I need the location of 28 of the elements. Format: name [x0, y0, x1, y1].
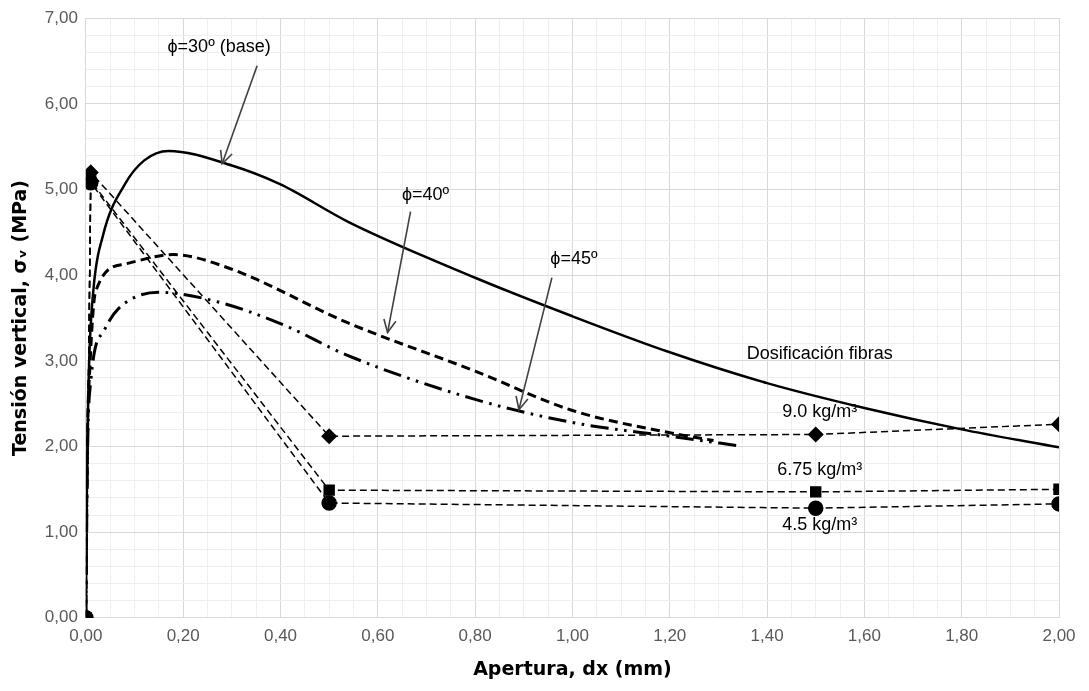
x-tick-label: 1,00 [555, 625, 589, 645]
y-tick-label: 6,00 [44, 93, 78, 113]
x-tick-label: 0,20 [166, 625, 200, 645]
y-tick-label: 5,00 [44, 179, 78, 199]
annotation: ϕ=30º (base) [167, 35, 271, 56]
x-tick-label: 1,80 [945, 625, 979, 645]
x-tick-label: 1,60 [847, 625, 881, 645]
y-tick-label: 2,00 [44, 436, 78, 456]
y-tick-label: 7,00 [44, 7, 78, 27]
legend-title: Dosificación fibras [746, 343, 893, 364]
x-tick-label: 0,00 [69, 625, 103, 645]
series-label: 6.75 kg/m³ [777, 458, 863, 479]
series-label: 4.5 kg/m³ [782, 514, 858, 535]
x-axis-title: Apertura, dx (mm) [473, 656, 672, 679]
y-tick-label: 0,00 [44, 607, 78, 627]
y-tick-label: 1,00 [44, 521, 78, 541]
x-tick-label: 2,00 [1042, 625, 1076, 645]
x-tick-label: 0,40 [263, 625, 298, 645]
annotation: ϕ=40º [401, 183, 450, 204]
annotation: ϕ=45º [550, 247, 598, 268]
y-tick-label: 4,00 [44, 264, 78, 284]
x-tick-label: 0,80 [458, 625, 492, 645]
y-axis-title: Tensión vertical, σᵥ (MPa) [8, 180, 31, 456]
y-tick-label: 3,00 [44, 350, 78, 370]
series-label: 9.0 kg/m³ [782, 401, 858, 422]
x-tick-label: 0,60 [361, 625, 395, 645]
x-tick-label: 1,40 [750, 625, 784, 645]
x-tick-label: 1,20 [653, 625, 687, 645]
